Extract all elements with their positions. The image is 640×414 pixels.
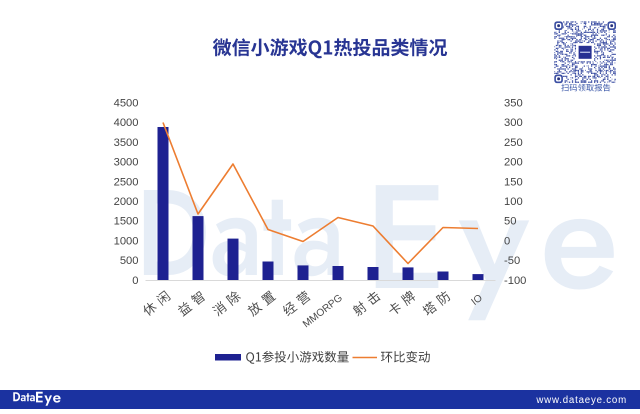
svg-text:1500: 1500 (114, 216, 139, 228)
svg-text:300: 300 (504, 117, 523, 129)
svg-text:150: 150 (504, 176, 523, 188)
svg-text:0: 0 (504, 236, 510, 248)
svg-text:4000: 4000 (114, 117, 139, 129)
svg-text:3000: 3000 (114, 157, 139, 169)
svg-text:www.dataeye.com: www.dataeye.com (535, 395, 627, 406)
svg-text:-100: -100 (504, 275, 526, 287)
svg-text:100: 100 (504, 196, 523, 208)
svg-text:500: 500 (120, 255, 139, 267)
svg-text:4500: 4500 (114, 97, 139, 109)
svg-text:1000: 1000 (114, 236, 139, 248)
svg-text:350: 350 (504, 97, 523, 109)
svg-text:2000: 2000 (114, 196, 139, 208)
svg-text:2500: 2500 (114, 176, 139, 188)
svg-text:3500: 3500 (114, 137, 139, 149)
svg-text:0: 0 (132, 275, 138, 287)
svg-text:50: 50 (504, 216, 516, 228)
svg-text:-50: -50 (504, 255, 520, 267)
svg-text:200: 200 (504, 157, 523, 169)
svg-text:250: 250 (504, 137, 523, 149)
